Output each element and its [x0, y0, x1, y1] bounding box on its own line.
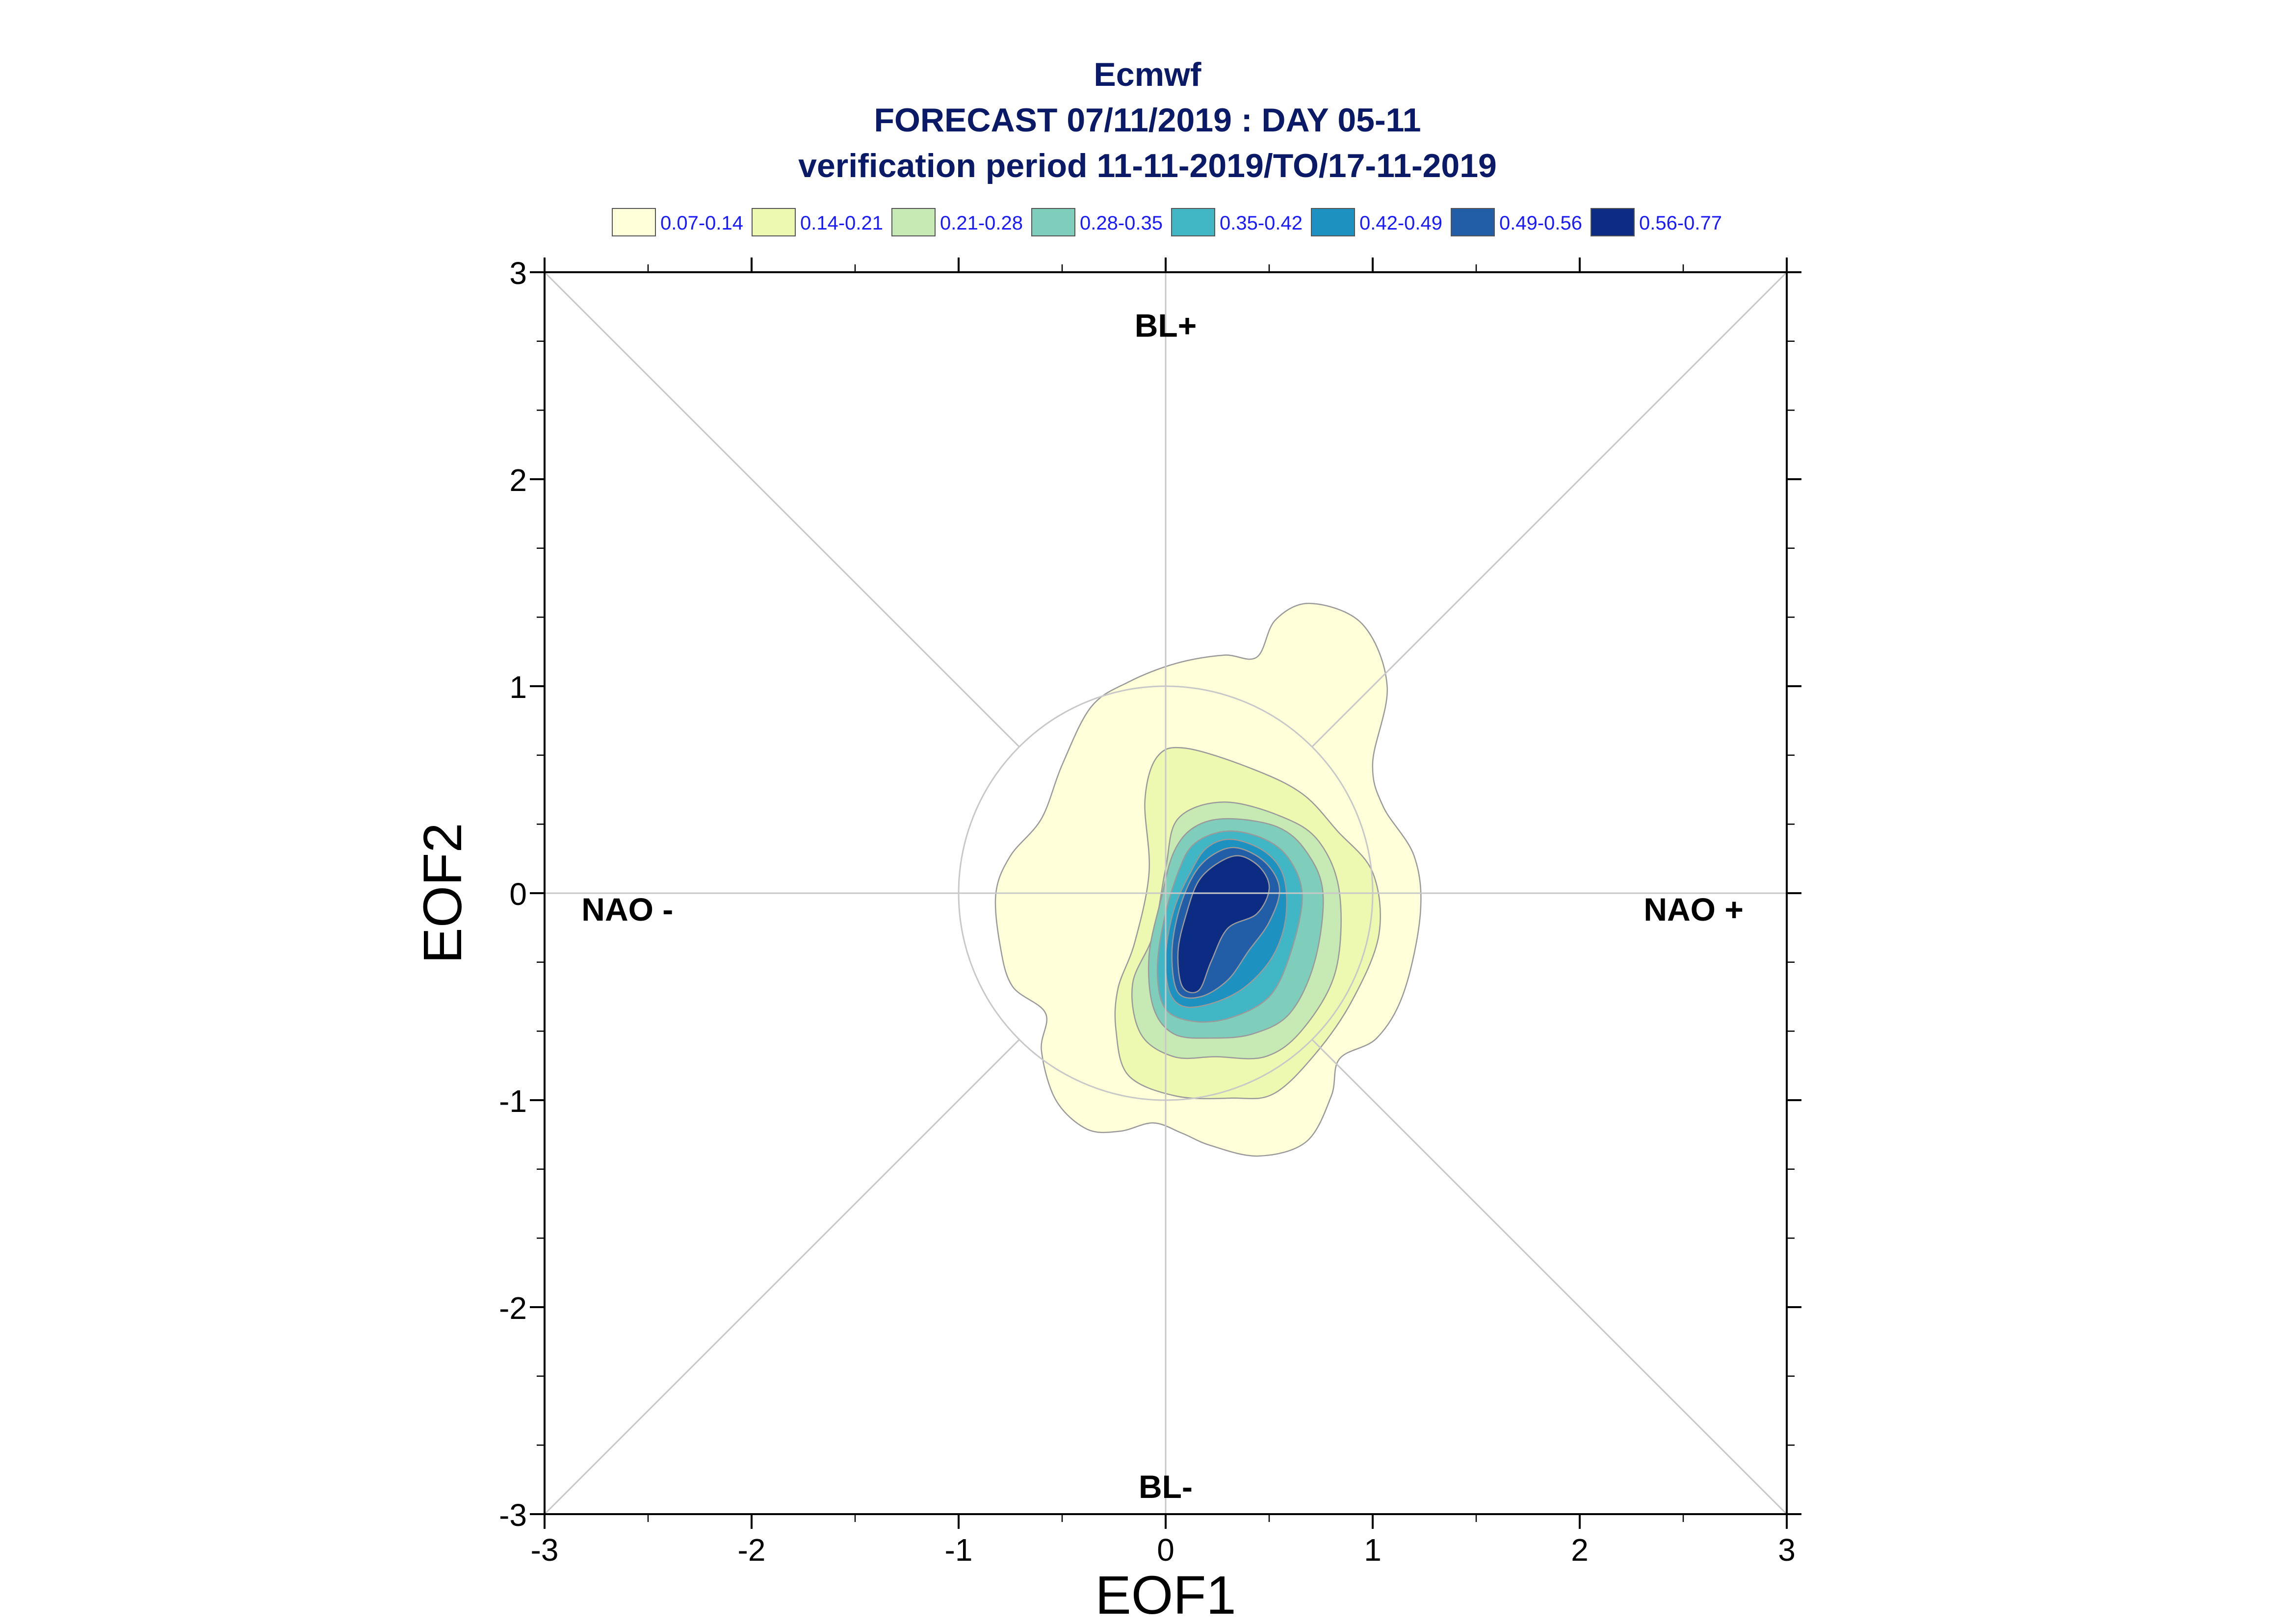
axis-ticks: -3 -2 -1 0 1 2 3 -3 -2 -1 0 1 2 3: [499, 256, 1801, 1568]
x-tick-label: 2: [1571, 1532, 1589, 1568]
legend-label: 0.07-0.14: [660, 212, 743, 234]
x-axis-title: EOF1: [1095, 1565, 1236, 1624]
x-tick-label: 1: [1364, 1532, 1382, 1568]
x-tick-label: -3: [531, 1532, 559, 1568]
legend-swatch: [612, 208, 656, 236]
legend-label: 0.35-0.42: [1220, 212, 1303, 234]
region-label-nao-minus: NAO -: [581, 891, 673, 928]
x-tick-label: 0: [1157, 1532, 1174, 1568]
chart-legend: 0.07-0.14 0.14-0.21 0.21-0.28 0.28-0.35 0.35…: [612, 208, 1722, 236]
y-tick-label: 0: [509, 876, 527, 912]
legend-swatch: [1591, 208, 1635, 236]
y-tick-label: -3: [499, 1497, 527, 1533]
chart-title: Ecmwf: [1094, 56, 1201, 93]
diagonal-guide: [1311, 1039, 1788, 1515]
diagonal-guide: [1311, 271, 1788, 748]
legend-swatch: [891, 208, 936, 236]
legend-swatch: [1031, 208, 1075, 236]
legend-label: 0.21-0.28: [940, 212, 1023, 234]
contour-band: [1177, 855, 1270, 994]
reference-circle: [958, 685, 1374, 1101]
x-tick-label: 3: [1778, 1532, 1796, 1568]
legend-swatch: [1171, 208, 1215, 236]
diagonal-guide: [544, 1039, 1020, 1515]
contour-layer: [994, 602, 1422, 1157]
region-label-nao-plus: NAO +: [1643, 891, 1744, 928]
x-tick-label: -1: [945, 1532, 973, 1568]
chart-subtitle-2: verification period 11-11-2019/TO/17-11-…: [798, 147, 1497, 184]
y-tick-label: 2: [509, 463, 527, 498]
x-tick-label: -2: [738, 1532, 766, 1568]
y-tick-label: -2: [499, 1290, 527, 1326]
legend-label: 0.28-0.35: [1080, 212, 1163, 234]
y-tick-label: -1: [499, 1083, 527, 1119]
y-axis-title: EOF2: [413, 823, 473, 963]
legend-label: 0.42-0.49: [1359, 212, 1442, 234]
diagonal-guide: [544, 271, 1020, 748]
legend-label: 0.56-0.77: [1639, 212, 1722, 234]
legend-label: 0.14-0.21: [800, 212, 883, 234]
y-tick-label: 3: [509, 256, 527, 291]
guide-lines: [544, 271, 1788, 1515]
legend-swatch: [752, 208, 796, 236]
region-label-bl-plus: BL+: [1135, 308, 1197, 344]
region-label-bl-minus: BL-: [1139, 1469, 1193, 1505]
legend-label: 0.49-0.56: [1499, 212, 1582, 234]
y-tick-label: 1: [509, 670, 527, 705]
legend-swatch: [1451, 208, 1495, 236]
chart-subtitle-1: FORECAST 07/11/2019 : DAY 05-11: [874, 102, 1421, 139]
legend-swatch: [1311, 208, 1355, 236]
